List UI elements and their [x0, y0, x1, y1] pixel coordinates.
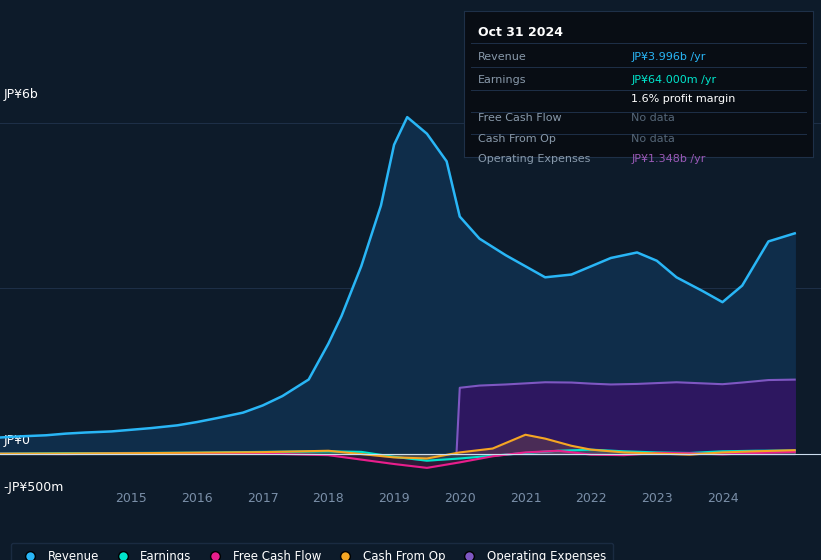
Text: JP¥0: JP¥0 [3, 435, 30, 447]
Text: JP¥3.996b /yr: JP¥3.996b /yr [631, 52, 706, 62]
Text: JP¥64.000m /yr: JP¥64.000m /yr [631, 75, 717, 85]
Text: Cash From Op: Cash From Op [478, 133, 556, 143]
Legend: Revenue, Earnings, Free Cash Flow, Cash From Op, Operating Expenses: Revenue, Earnings, Free Cash Flow, Cash … [11, 543, 613, 560]
Text: Revenue: Revenue [478, 52, 526, 62]
Text: No data: No data [631, 133, 675, 143]
Text: JP¥1.348b /yr: JP¥1.348b /yr [631, 154, 706, 164]
Text: 1.6% profit margin: 1.6% profit margin [631, 94, 736, 104]
Text: Free Cash Flow: Free Cash Flow [478, 113, 562, 123]
Text: Operating Expenses: Operating Expenses [478, 154, 590, 164]
Text: Oct 31 2024: Oct 31 2024 [478, 26, 563, 39]
Text: JP¥6b: JP¥6b [3, 87, 38, 101]
Text: Earnings: Earnings [478, 75, 526, 85]
Text: No data: No data [631, 113, 675, 123]
Text: -JP¥500m: -JP¥500m [3, 482, 64, 494]
